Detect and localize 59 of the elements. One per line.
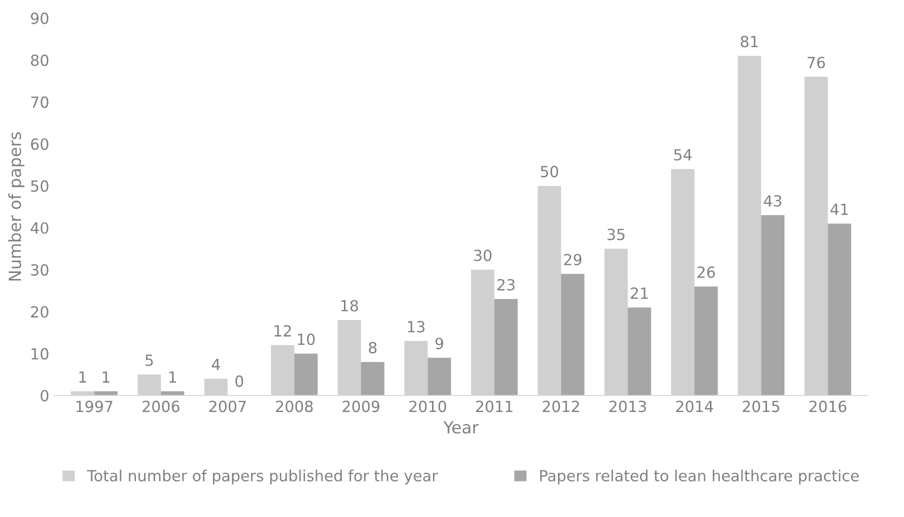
data-label: 18 [341, 300, 358, 312]
data-label: 54 [674, 149, 692, 161]
bar [428, 358, 452, 396]
x-tick-label: 2011 [476, 400, 512, 412]
y-tick-label: 90 [30, 12, 48, 24]
y-tick-label: 80 [30, 54, 48, 66]
bar [761, 215, 784, 396]
data-label: 81 [740, 36, 758, 48]
x-tick-label: 2012 [542, 400, 579, 412]
data-label: 23 [497, 278, 515, 291]
x-tick-label: 2006 [142, 400, 180, 412]
data-label: 12 [274, 325, 291, 336]
data-label: 43 [764, 195, 782, 207]
data-label: 35 [608, 228, 624, 240]
bar [828, 224, 852, 396]
data-label: 1 [169, 371, 176, 383]
data-label: 0 [235, 375, 244, 387]
data-label: 13 [408, 320, 425, 332]
legend-label: Papers related to lean healthcare practice [540, 470, 859, 484]
y-tick-label: 40 [30, 222, 48, 234]
x-tick-label: 2010 [409, 400, 446, 412]
x-tick-label: 2009 [342, 400, 380, 412]
data-label: 21 [630, 287, 648, 299]
y-tick-label: 70 [31, 96, 48, 108]
data-label: 8 [368, 342, 376, 354]
bar [361, 362, 384, 396]
x-tick-label: 2013 [609, 400, 646, 412]
x-axis-title: Year [443, 421, 479, 434]
y-tick-label: 20 [31, 306, 48, 318]
y-tick-label: 0 [40, 390, 48, 402]
bar [494, 299, 518, 396]
y-tick-label: 10 [32, 348, 48, 360]
data-label: 50 [540, 166, 558, 178]
data-label: 9 [435, 338, 444, 350]
data-label: 10 [298, 334, 315, 346]
x-tick-label: 1997 [76, 400, 112, 412]
data-label: 76 [808, 56, 825, 68]
y-axis-title: Number of papers [8, 132, 24, 281]
y-tick-label: 50 [31, 180, 48, 192]
data-label: 5 [146, 354, 153, 366]
x-tick-label: 2007 [209, 400, 246, 412]
bar [294, 354, 318, 396]
legend-label: Total number of papers published for the year [86, 470, 438, 484]
bar [694, 286, 718, 396]
data-label: 26 [698, 266, 715, 278]
x-tick-label: 2016 [810, 400, 846, 412]
bar [561, 274, 584, 396]
data-label: 41 [830, 204, 848, 215]
data-label: 1 [79, 371, 86, 383]
data-label: 4 [212, 358, 220, 370]
x-tick-label: 2015 [742, 400, 780, 412]
data-label: 29 [564, 254, 582, 266]
y-tick-label: 60 [31, 138, 48, 150]
x-tick-label: 2014 [676, 400, 714, 412]
data-label: 30 [474, 250, 492, 262]
x-tick-label: 2008 [276, 400, 313, 412]
bar [628, 307, 652, 396]
y-tick-label: 30 [31, 264, 48, 276]
data-label: 1 [102, 371, 110, 383]
